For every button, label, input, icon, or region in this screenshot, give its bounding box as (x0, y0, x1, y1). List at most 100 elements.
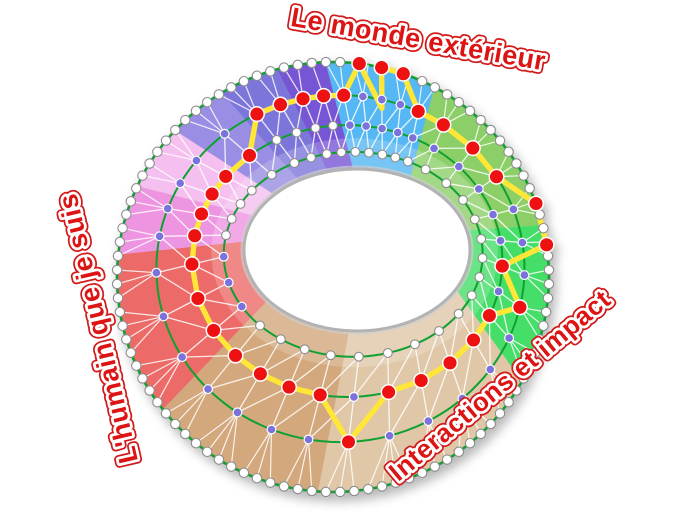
marker-node-purple[interactable] (357, 91, 368, 102)
level-node-white[interactable] (321, 149, 332, 159)
level-node-white[interactable] (160, 408, 172, 419)
level-node-white[interactable] (511, 385, 522, 396)
level-node-white[interactable] (299, 344, 310, 355)
marker-node-purple[interactable] (377, 123, 388, 134)
level-node-white[interactable] (137, 373, 148, 384)
level-node-white[interactable] (213, 454, 225, 465)
marker-node-purple[interactable] (232, 407, 243, 418)
marker-node-purple[interactable] (493, 286, 504, 297)
level-node-white[interactable] (477, 253, 488, 264)
score-node-red[interactable] (511, 299, 528, 316)
level-node-white[interactable] (475, 114, 486, 126)
level-node-white[interactable] (152, 396, 163, 408)
score-node-red[interactable] (441, 354, 459, 371)
level-node-white[interactable] (225, 461, 237, 472)
level-node-white[interactable] (255, 320, 265, 331)
level-node-white[interactable] (538, 222, 549, 234)
marker-node-purple[interactable] (162, 203, 173, 214)
level-node-white[interactable] (117, 320, 128, 332)
level-node-white[interactable] (402, 156, 413, 167)
level-node-white[interactable] (416, 75, 428, 87)
level-node-white[interactable] (246, 185, 257, 196)
level-node-white[interactable] (266, 169, 277, 180)
level-node-white[interactable] (152, 146, 163, 158)
score-node-red[interactable] (312, 386, 329, 403)
level-node-white[interactable] (542, 292, 554, 304)
marker-node-purple[interactable] (203, 384, 214, 395)
level-node-white[interactable] (350, 146, 361, 157)
level-node-white[interactable] (503, 146, 514, 158)
marker-node-purple[interactable] (407, 132, 418, 143)
level-node-white[interactable] (543, 278, 555, 290)
level-node-white[interactable] (131, 360, 142, 371)
level-node-white[interactable] (416, 467, 428, 479)
level-node-white[interactable] (190, 437, 202, 449)
marker-node-purple[interactable] (158, 311, 169, 322)
level-node-white[interactable] (353, 351, 364, 362)
level-node-white[interactable] (238, 467, 250, 479)
score-node-red[interactable] (465, 331, 482, 349)
level-node-white[interactable] (458, 195, 468, 205)
marker-node-purple[interactable] (508, 204, 519, 215)
level-node-white[interactable] (201, 446, 213, 458)
score-node-red[interactable] (272, 96, 289, 113)
marker-node-purple[interactable] (495, 235, 506, 246)
level-node-white[interactable] (485, 124, 496, 136)
score-node-red[interactable] (205, 322, 222, 339)
level-node-white[interactable] (320, 56, 332, 68)
level-node-white[interactable] (540, 306, 552, 318)
score-node-red[interactable] (217, 168, 234, 185)
score-node-red[interactable] (227, 347, 244, 364)
level-node-white[interactable] (390, 477, 401, 488)
score-node-red[interactable] (351, 55, 368, 72)
level-node-white[interactable] (524, 183, 535, 194)
level-node-white[interactable] (221, 230, 231, 241)
level-node-white[interactable] (121, 334, 132, 345)
level-node-white[interactable] (518, 170, 529, 181)
level-node-white[interactable] (485, 418, 496, 430)
marker-node-purple[interactable] (519, 270, 530, 281)
marker-node-purple[interactable] (154, 231, 165, 242)
level-node-white[interactable] (226, 213, 237, 224)
level-node-white[interactable] (170, 418, 181, 430)
level-node-white[interactable] (111, 264, 123, 276)
score-node-red[interactable] (204, 186, 221, 203)
level-node-white[interactable] (362, 483, 374, 495)
marker-node-purple[interactable] (504, 333, 515, 344)
level-node-white[interactable] (131, 183, 142, 194)
marker-node-purple[interactable] (395, 99, 406, 110)
level-node-white[interactable] (543, 264, 555, 276)
score-node-red[interactable] (241, 147, 258, 164)
score-node-red[interactable] (183, 256, 201, 273)
level-node-white[interactable] (278, 62, 290, 73)
level-node-white[interactable] (464, 437, 476, 449)
score-node-red[interactable] (335, 87, 352, 104)
level-node-white[interactable] (160, 135, 172, 146)
level-node-white[interactable] (466, 290, 477, 301)
level-node-white[interactable] (494, 135, 506, 146)
score-node-red[interactable] (435, 116, 452, 133)
marker-node-purple[interactable] (423, 416, 434, 427)
level-node-white[interactable] (111, 278, 123, 290)
level-node-white[interactable] (117, 222, 128, 234)
level-node-white[interactable] (382, 348, 393, 358)
level-node-white[interactable] (336, 147, 347, 158)
score-node-red[interactable] (186, 227, 203, 244)
level-node-white[interactable] (376, 481, 388, 492)
level-node-white[interactable] (534, 334, 545, 345)
score-node-red[interactable] (464, 140, 481, 157)
score-node-red[interactable] (527, 195, 545, 212)
level-node-white[interactable] (265, 66, 276, 77)
level-node-white[interactable] (112, 292, 124, 304)
level-node-white[interactable] (137, 170, 148, 181)
score-node-red[interactable] (189, 290, 206, 307)
level-node-white[interactable] (170, 124, 181, 136)
level-node-white[interactable] (238, 75, 250, 87)
score-node-red[interactable] (494, 258, 511, 275)
level-node-white[interactable] (328, 120, 338, 131)
level-node-white[interactable] (114, 236, 126, 248)
level-node-white[interactable] (125, 196, 137, 207)
marker-node-purple[interactable] (392, 127, 403, 138)
level-node-white[interactable] (453, 96, 465, 108)
level-node-white[interactable] (474, 272, 485, 283)
